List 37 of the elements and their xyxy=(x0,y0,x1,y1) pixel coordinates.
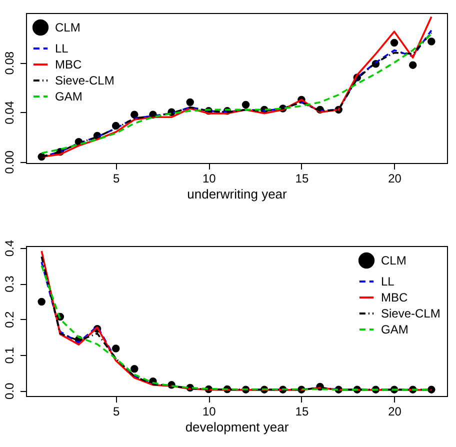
legend-label: CLM xyxy=(381,254,406,268)
point xyxy=(130,110,138,119)
y-tick-label: 0.08 xyxy=(2,51,16,75)
x-tick-label: 15 xyxy=(295,172,309,186)
x-tick-label: 5 xyxy=(113,404,120,418)
y-tick-label: 0.3 xyxy=(2,275,16,292)
legend-label: LL xyxy=(55,42,69,56)
legend-label: CLM xyxy=(55,20,80,34)
point xyxy=(38,298,46,306)
point xyxy=(130,364,138,373)
legend-label: Sieve-CLM xyxy=(381,306,440,320)
x-axis-title: development year xyxy=(185,420,290,434)
point xyxy=(408,61,417,69)
y-tick-label: 0.0 xyxy=(2,382,16,400)
point xyxy=(428,38,436,46)
point xyxy=(242,100,250,109)
y-tick-label: 0.4 xyxy=(2,240,16,257)
legend-label: MBC xyxy=(55,58,82,72)
x-tick-label: 20 xyxy=(388,172,402,186)
point xyxy=(112,344,120,352)
y-tick-label: 0.00 xyxy=(2,150,16,174)
legend-label: LL xyxy=(381,274,395,288)
point xyxy=(390,38,398,47)
legend-label: Sieve-CLM xyxy=(55,74,114,88)
point xyxy=(186,98,194,106)
x-tick-label: 15 xyxy=(295,404,309,418)
legend-label: MBC xyxy=(381,290,408,304)
x-axis-title: underwriting year xyxy=(187,186,288,202)
y-tick-label: 0.1 xyxy=(2,346,16,364)
x-tick-label: 10 xyxy=(202,404,216,418)
x-tick-label: 20 xyxy=(388,404,402,418)
legend-label: GAM xyxy=(381,322,408,336)
legend-label: GAM xyxy=(55,90,82,104)
y-tick-label: 0.04 xyxy=(2,100,16,124)
x-tick-label: 5 xyxy=(113,172,120,186)
y-tick-label: 0.2 xyxy=(2,311,16,328)
x-tick-label: 10 xyxy=(202,172,216,186)
